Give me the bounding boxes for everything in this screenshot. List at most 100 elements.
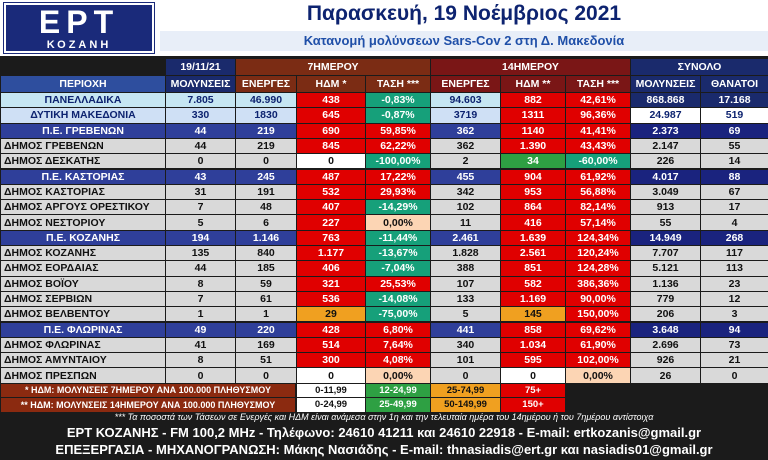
table-cell: 43,43% xyxy=(566,138,630,154)
table-cell: 12 xyxy=(701,291,768,307)
table-cell: 438 xyxy=(297,93,365,108)
table-cell: 0 xyxy=(297,368,365,383)
table-cell: 321 xyxy=(297,276,365,291)
table-cell: 14.949 xyxy=(631,230,700,245)
table-cell: 21 xyxy=(701,353,768,368)
table-cell: 1.639 xyxy=(501,230,565,245)
table-cell: 117 xyxy=(701,246,768,261)
table-cell: 0 xyxy=(236,154,296,169)
table-cell: 7,64% xyxy=(366,337,430,353)
table-cell: 1 xyxy=(166,307,235,322)
table-cell: 342 xyxy=(431,184,500,200)
table-cell: 455 xyxy=(431,169,500,184)
table-cell: 882 xyxy=(501,93,565,108)
table-cell: 44 xyxy=(166,261,235,276)
table-cell: 23 xyxy=(701,276,768,291)
table-cell: 5 xyxy=(166,215,235,230)
table-cell: 487 xyxy=(297,169,365,184)
table-cell: 864 xyxy=(501,200,565,215)
table-cell: 46.990 xyxy=(236,93,296,108)
table-cell: 6,80% xyxy=(366,322,430,337)
group-header: 14ΗΜΕΡΟΥ xyxy=(431,59,630,75)
table-cell: 6 xyxy=(236,215,296,230)
table-cell: 145 xyxy=(501,307,565,322)
table-cell: 386,36% xyxy=(566,276,630,291)
table-cell: 5 xyxy=(431,307,500,322)
region-name: ΔΗΜΟΣ ΒΟΪΟΥ xyxy=(1,276,165,291)
table-cell: 3.049 xyxy=(631,184,700,200)
group-header: 7ΗΜΕΡΟΥ xyxy=(236,59,430,75)
table-cell: 44 xyxy=(166,123,235,138)
table-cell: 582 xyxy=(501,276,565,291)
logo-sub: ΚΟΖΑΝΗ xyxy=(6,39,152,51)
column-header: ΜΟΛΥΝΣΕΙΣ xyxy=(631,76,700,92)
table-cell: 7 xyxy=(166,200,235,215)
region-name: Π.Ε. ΓΡΕΒΕΝΩΝ xyxy=(1,123,165,138)
table-cell: 41 xyxy=(166,337,235,353)
legend-range: 75+ xyxy=(501,383,565,398)
region-name: ΔΗΜΟΣ ΑΡΓΟΥΣ ΟΡΕΣΤΙΚΟΥ xyxy=(1,200,165,215)
table-cell: 49 xyxy=(166,322,235,337)
column-header: ΗΔΜ * xyxy=(297,76,365,92)
table-cell: 24.987 xyxy=(631,108,700,123)
table-cell: 407 xyxy=(297,200,365,215)
table-cell: 88 xyxy=(701,169,768,184)
table-cell: 169 xyxy=(236,337,296,353)
table-cell: 2 xyxy=(431,154,500,169)
table-cell: 1.136 xyxy=(631,276,700,291)
table-cell: 536 xyxy=(297,291,365,307)
table-cell: 1.146 xyxy=(236,230,296,245)
table-cell: 34 xyxy=(501,154,565,169)
region-name: Π.Ε. ΚΑΣΤΟΡΙΑΣ xyxy=(1,169,165,184)
table-cell: 428 xyxy=(297,322,365,337)
table-cell: 0,00% xyxy=(566,368,630,383)
table-cell: 14 xyxy=(701,154,768,169)
legend-range: 150+ xyxy=(501,398,565,412)
table-cell: 61,92% xyxy=(566,169,630,184)
footer-line: ΕΠΕΞΕΡΓΑΣΙΑ - ΜΗΧΑΝΟΓΡΑΝΩΣΗ: Μάκης Νασιά… xyxy=(55,442,713,457)
table-cell: 0 xyxy=(236,368,296,383)
table-cell: 340 xyxy=(431,337,500,353)
table-cell: 59 xyxy=(236,276,296,291)
region-name: ΔΗΜΟΣ ΣΕΡΒΙΩΝ xyxy=(1,291,165,307)
table-cell: 2.147 xyxy=(631,138,700,154)
header: EPT ΚΟΖΑΝΗ Παρασκευή, 19 Νοέμβριος 2021 … xyxy=(0,0,768,56)
table-cell: 300 xyxy=(297,353,365,368)
table-cell: 67 xyxy=(701,184,768,200)
table-cell: 150,00% xyxy=(566,307,630,322)
table-cell: 42,61% xyxy=(566,93,630,108)
column-header: ΕΝΕΡΓΕΣ xyxy=(431,76,500,92)
table-cell: 62,22% xyxy=(366,138,430,154)
table-cell: -13,67% xyxy=(366,246,430,261)
table-cell: 913 xyxy=(631,200,700,215)
legend-range: 12-24,99 xyxy=(366,383,430,398)
table-cell: 135 xyxy=(166,246,235,261)
table-cell: 206 xyxy=(631,307,700,322)
table-cell: 61,90% xyxy=(566,337,630,353)
table-cell: 362 xyxy=(431,138,500,154)
table-cell: 29 xyxy=(297,307,365,322)
column-header: ΠΕΡΙΟΧΗ xyxy=(1,76,165,92)
table-cell: 102,00% xyxy=(566,353,630,368)
table-cell: 858 xyxy=(501,322,565,337)
table-cell: 7.707 xyxy=(631,246,700,261)
column-header: ΕΝΕΡΓΕΣ xyxy=(236,76,296,92)
table-cell: 124,28% xyxy=(566,261,630,276)
table-cell: 406 xyxy=(297,261,365,276)
table-cell: 851 xyxy=(501,261,565,276)
table-cell: 1 xyxy=(236,307,296,322)
table-cell: 0,00% xyxy=(366,368,430,383)
region-name: ΔΗΜΟΣ ΚΑΣΤΟΡΙΑΣ xyxy=(1,184,165,200)
region-name: ΔΗΜΟΣ ΔΕΣΚΑΤΗΣ xyxy=(1,154,165,169)
region-name: Π.Ε. ΦΛΩΡΙΝΑΣ xyxy=(1,322,165,337)
table-cell: 362 xyxy=(431,123,500,138)
region-name: ΔΥΤΙΚΗ ΜΑΚΕΔΟΝΙΑ xyxy=(1,108,165,123)
table-cell: 532 xyxy=(297,184,365,200)
group-header: ΣΥΝΟΛΟ xyxy=(631,59,768,75)
table-cell: 113 xyxy=(701,261,768,276)
table-cell: 220 xyxy=(236,322,296,337)
table-cell: 61 xyxy=(236,291,296,307)
region-name: ΔΗΜΟΣ ΦΛΩΡΙΝΑΣ xyxy=(1,337,165,353)
table-cell: 2.461 xyxy=(431,230,500,245)
table-cell: -11,44% xyxy=(366,230,430,245)
